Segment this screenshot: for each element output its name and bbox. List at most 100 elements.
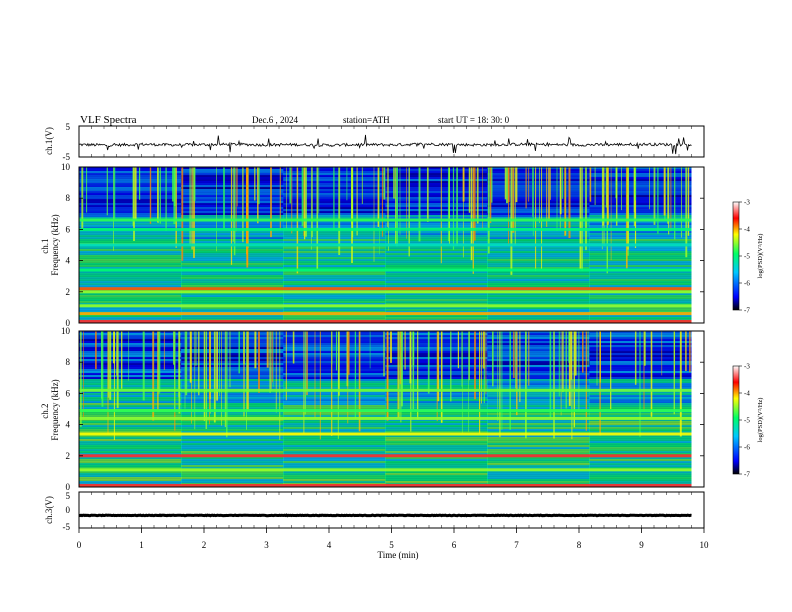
spectrogram-cell <box>181 391 284 394</box>
spectrogram-cell <box>79 309 182 312</box>
spectrogram-cell <box>181 427 284 430</box>
ytick-label: 4 <box>66 256 71 266</box>
spectrogram-cell <box>385 459 488 462</box>
spectrogram-cell <box>79 431 182 434</box>
spectrogram-cell <box>181 211 284 214</box>
spectrogram-cell <box>181 209 284 212</box>
ytick-label: 6 <box>66 388 71 398</box>
spectrogram-cell <box>79 217 182 220</box>
spectrogram-cell <box>181 309 284 312</box>
spectral-band <box>79 243 692 247</box>
spectrogram-cell <box>181 431 284 434</box>
spectrogram-cell <box>79 181 182 184</box>
spectrogram-cell <box>589 427 692 430</box>
spectrogram-cell <box>487 447 590 450</box>
spectrogram-cell <box>283 441 386 444</box>
spectrogram-cell <box>283 351 386 354</box>
spectrogram-cell <box>589 415 692 418</box>
spectrogram-cell <box>181 197 284 200</box>
spectrogram-cell <box>487 381 590 384</box>
spectrogram-cell <box>487 333 590 336</box>
spectrogram-cell <box>487 459 590 462</box>
spectrogram-cell <box>385 265 488 268</box>
spectrogram-cell <box>181 205 284 208</box>
spectrogram-cell <box>487 473 590 476</box>
spectrogram-cell <box>283 457 386 460</box>
spectrogram-cell <box>589 209 692 212</box>
spectrogram-cell <box>181 429 284 432</box>
spectrogram-cell <box>385 397 488 400</box>
spectrogram-cell <box>487 301 590 304</box>
spectrogram-cell <box>385 179 488 182</box>
ch1-ylabel-frequency: Frequency (kHz) <box>50 214 60 275</box>
spectrogram-cell <box>385 259 488 262</box>
spectrogram-cell <box>79 253 182 256</box>
spectrogram-cell <box>283 349 386 352</box>
spectrogram-cell <box>79 281 182 284</box>
spectrogram-cell <box>79 369 182 372</box>
spectrogram-cell <box>385 383 488 386</box>
spectrogram-cell <box>79 171 182 174</box>
spectrogram-cell <box>181 275 284 278</box>
spectrogram-cell <box>487 247 590 250</box>
spectrogram-cell <box>589 267 692 270</box>
spectrogram-cell <box>589 259 692 262</box>
spectrogram-cell <box>487 383 590 386</box>
spectrogram-cell <box>283 405 386 408</box>
spectrogram-cell <box>283 315 386 318</box>
spectrogram-cell <box>181 437 284 440</box>
spectrogram-cell <box>181 405 284 408</box>
spectrogram-cell <box>385 331 488 334</box>
spectrogram-cell <box>589 369 692 372</box>
spectrogram-cell <box>79 473 182 476</box>
spectrogram-cell <box>589 339 692 342</box>
spectrogram-cell <box>589 381 692 384</box>
spectrogram-cell <box>487 347 590 350</box>
spectrogram-cell <box>181 181 284 184</box>
spectrogram-cell <box>79 361 182 364</box>
spectrogram-cell <box>385 351 488 354</box>
ch2-spectrogram-frame <box>78 330 705 488</box>
ch2-colorbar-label: log(PSD)(V²/Hz) <box>757 398 764 443</box>
spectrogram-cell <box>385 375 488 378</box>
spectrogram-cell <box>283 413 386 416</box>
spectrogram-cell <box>283 421 386 424</box>
spectrogram-cell <box>487 451 590 454</box>
spectrogram-cell <box>181 459 284 462</box>
spectrogram-cell <box>589 393 692 396</box>
spectrogram-cell <box>79 297 182 300</box>
spectrogram-cell <box>385 345 488 348</box>
spectrogram-cell <box>283 381 386 384</box>
spectrogram-cell <box>385 235 488 238</box>
spectrogram-cell <box>283 263 386 266</box>
spectrogram-cell <box>589 449 692 452</box>
spectrogram-cell <box>79 189 182 192</box>
spectrogram-cell <box>181 333 284 336</box>
spectrogram-cell <box>487 415 590 418</box>
spectrogram-cell <box>79 341 182 344</box>
spectrogram-cell <box>385 261 488 264</box>
spectrogram-cell <box>181 339 284 342</box>
spectrogram-cell <box>385 283 488 286</box>
spectrogram-cell <box>181 273 284 276</box>
spectrogram-cell <box>79 177 182 180</box>
spectrogram-cell <box>385 479 488 482</box>
spectrogram-cell <box>181 481 284 484</box>
spectrogram-cell <box>181 445 284 448</box>
spectrogram-cell <box>589 331 692 334</box>
spectrogram-cell <box>181 351 284 354</box>
spectrogram-cell <box>79 459 182 462</box>
spectrogram-cell <box>385 181 488 184</box>
spectrogram-cell <box>283 471 386 474</box>
spectral-band <box>79 319 692 323</box>
spectrogram-cell <box>79 381 182 384</box>
spectrogram-cell <box>589 263 692 266</box>
spectrogram-cell <box>589 217 692 220</box>
spectrogram-cell <box>385 317 488 320</box>
spectrogram-cell <box>589 461 692 464</box>
spectrogram-cell <box>487 303 590 306</box>
spectrogram-cell <box>283 435 386 438</box>
spectrogram-cell <box>181 337 284 340</box>
spectrogram-cell <box>79 359 182 362</box>
spectrogram-cell <box>181 213 284 216</box>
